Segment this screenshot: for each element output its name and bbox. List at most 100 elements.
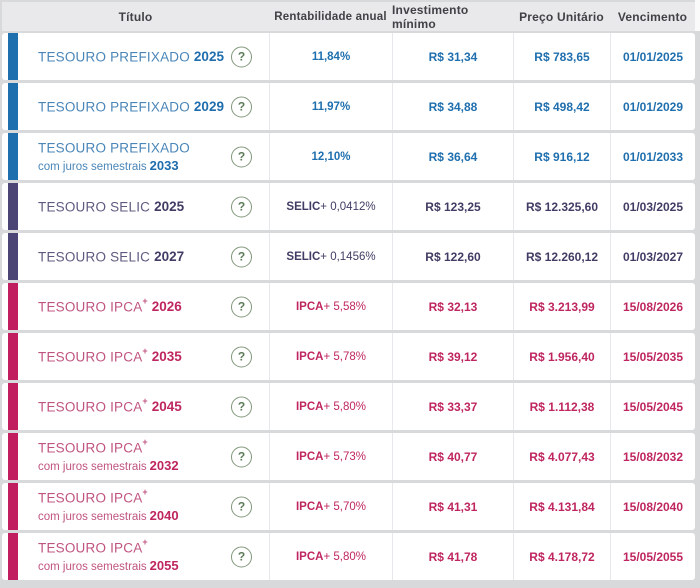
rate-index: IPCA <box>295 450 324 463</box>
bond-name: TESOURO IPCA <box>38 349 143 365</box>
help-question-icon[interactable]: ? <box>231 246 252 267</box>
maturity-date-cell: 01/01/2025 <box>610 33 695 80</box>
maturity-date-cell: 15/08/2026 <box>610 283 695 330</box>
category-color-bar <box>8 433 18 480</box>
unit-price-cell: R$ 4.131,84 <box>513 483 610 530</box>
bond-title-line1: TESOURO PREFIXADO 2029 <box>38 97 224 117</box>
annual-rate-cell: IPCA + 5,70% <box>269 483 392 530</box>
rate-spread: + 5,80% <box>323 550 366 563</box>
bond-year: 2032 <box>149 457 179 473</box>
help-question-icon[interactable]: ? <box>231 546 252 567</box>
bond-title: TESOURO IPCA+ 2045 <box>38 396 182 417</box>
bond-title-cell: TESOURO IPCA+ 2026 ? <box>2 283 269 330</box>
bond-title-line1: TESOURO PREFIXADO <box>38 138 194 158</box>
column-header-rentabilidade: Rentabilidade anual <box>274 10 387 23</box>
bond-title: TESOURO SELIC 2027 <box>38 247 184 267</box>
bond-title: TESOURO PREFIXADO 2029 <box>38 97 224 117</box>
help-question-icon[interactable]: ? <box>231 46 252 67</box>
help-question-icon[interactable]: ? <box>231 96 252 117</box>
bond-title: TESOURO IPCA+ com juros semestrais 2032 <box>38 437 179 475</box>
unit-price-cell: R$ 916,12 <box>513 133 610 180</box>
maturity-date-cell: 15/05/2055 <box>610 533 695 580</box>
corner-strip <box>695 0 700 31</box>
help-question-icon[interactable]: ? <box>231 346 252 367</box>
bond-title: TESOURO PREFIXADO 2025 <box>38 47 224 67</box>
unit-price-cell: R$ 783,65 <box>513 33 610 80</box>
category-color-bar <box>8 483 18 530</box>
bond-year: 2055 <box>149 557 179 573</box>
bond-title-line2: com juros semestrais 2032 <box>38 458 179 475</box>
category-color-bar <box>8 283 18 330</box>
annual-rate-cell: IPCA + 5,58% <box>269 283 392 330</box>
bond-name: TESOURO SELIC <box>38 249 151 265</box>
rate-spread: + 0,1456% <box>320 250 376 263</box>
rate-spread: + 0,0412% <box>320 200 376 213</box>
unit-price-cell: R$ 1.956,40 <box>513 333 610 380</box>
column-header-titulo: Título <box>118 9 153 24</box>
bond-row[interactable]: TESOURO PREFIXADO 2025 ? 11,84% R$ 31,34 … <box>2 33 695 80</box>
category-color-bar <box>8 183 18 230</box>
bond-title-line1: TESOURO SELIC 2025 <box>38 197 184 217</box>
help-question-icon[interactable]: ? <box>231 296 252 317</box>
bond-name: TESOURO IPCA <box>38 299 143 315</box>
bond-name: TESOURO IPCA <box>38 399 143 415</box>
rate-index: IPCA <box>295 400 324 413</box>
unit-price-cell: R$ 12.325,60 <box>513 183 610 230</box>
bond-title: TESOURO SELIC 2025 <box>38 197 184 217</box>
bond-title-cell: TESOURO IPCA+ 2045 ? <box>2 383 269 430</box>
rate-index: SELIC <box>286 250 321 263</box>
bond-year: 2045 <box>151 399 182 415</box>
bond-name: TESOURO PREFIXADO <box>38 140 190 156</box>
help-question-icon[interactable]: ? <box>231 146 252 167</box>
bond-title-cell: TESOURO PREFIXADO com juros semestrais 20… <box>2 133 269 180</box>
bond-name: TESOURO PREFIXADO <box>38 99 190 115</box>
min-investment-cell: R$ 41,31 <box>392 483 513 530</box>
bond-row[interactable]: TESOURO PREFIXADO com juros semestrais 20… <box>2 133 695 180</box>
rate-spread: + 5,58% <box>323 300 366 313</box>
bond-year: 2027 <box>154 249 185 265</box>
min-investment-cell: R$ 34,88 <box>392 83 513 130</box>
maturity-date-cell: 15/08/2032 <box>610 433 695 480</box>
category-color-bar <box>8 83 18 130</box>
category-color-bar <box>8 33 18 80</box>
annual-rate-cell: IPCA + 5,73% <box>269 433 392 480</box>
bond-row[interactable]: TESOURO IPCA+ 2045 ? IPCA + 5,80% R$ 33,3… <box>2 383 695 430</box>
column-header-preco-unitario: Preço Unitário <box>519 9 604 24</box>
bond-row[interactable]: TESOURO SELIC 2025 ? SELIC + 0,0412% R$ 1… <box>2 183 695 230</box>
bond-row[interactable]: TESOURO IPCA+ com juros semestrais 2040 ?… <box>2 483 695 530</box>
maturity-date-cell: 15/05/2035 <box>610 333 695 380</box>
plus-superscript: + <box>142 537 148 548</box>
bond-title-line2: com juros semestrais 2040 <box>38 508 179 525</box>
bond-title-cell: TESOURO SELIC 2027 ? <box>2 233 269 280</box>
annual-rate-cell: 11,84% <box>269 33 392 80</box>
bond-row[interactable]: TESOURO IPCA+ com juros semestrais 2055 ?… <box>2 533 695 580</box>
bond-year: 2040 <box>149 507 179 523</box>
min-investment-cell: R$ 40,77 <box>392 433 513 480</box>
bond-title-line1: TESOURO IPCA+ 2045 <box>38 396 182 417</box>
rate-index: SELIC <box>286 200 321 213</box>
maturity-date-cell: 15/05/2045 <box>610 383 695 430</box>
help-question-icon[interactable]: ? <box>231 446 252 467</box>
unit-price-cell: R$ 4.178,72 <box>513 533 610 580</box>
bond-row[interactable]: TESOURO IPCA+ 2035 ? IPCA + 5,78% R$ 39,1… <box>2 333 695 380</box>
bond-year: 2026 <box>151 299 182 315</box>
bond-row[interactable]: TESOURO IPCA+ 2026 ? IPCA + 5,58% R$ 32,1… <box>2 283 695 330</box>
bond-year: 2025 <box>154 199 185 215</box>
min-investment-cell: R$ 39,12 <box>392 333 513 380</box>
bond-row[interactable]: TESOURO PREFIXADO 2029 ? 11,97% R$ 34,88 … <box>2 83 695 130</box>
help-question-icon[interactable]: ? <box>231 496 252 517</box>
min-investment-cell: R$ 123,25 <box>392 183 513 230</box>
help-question-icon[interactable]: ? <box>231 196 252 217</box>
bond-row[interactable]: TESOURO IPCA+ com juros semestrais 2032 ?… <box>2 433 695 480</box>
bond-year: 2025 <box>193 49 224 65</box>
rate-index: 11,84% <box>311 50 351 63</box>
category-color-bar <box>8 333 18 380</box>
min-investment-cell: R$ 36,64 <box>392 133 513 180</box>
table-body: TESOURO PREFIXADO 2025 ? 11,84% R$ 31,34 … <box>2 33 695 580</box>
maturity-date-cell: 01/01/2033 <box>610 133 695 180</box>
bond-title-line2: com juros semestrais 2033 <box>38 158 194 175</box>
min-investment-cell: R$ 122,60 <box>392 233 513 280</box>
help-question-icon[interactable]: ? <box>231 396 252 417</box>
bond-row[interactable]: TESOURO SELIC 2027 ? SELIC + 0,1456% R$ 1… <box>2 233 695 280</box>
rate-index: IPCA <box>295 350 324 363</box>
